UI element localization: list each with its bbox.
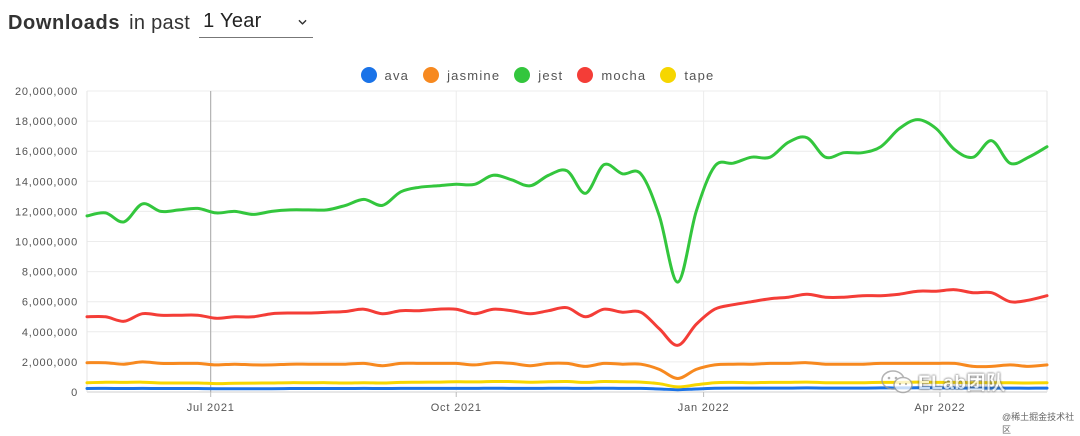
y-tick-label: 12,000,000 (15, 206, 78, 218)
y-tick-label: 0 (71, 387, 78, 399)
legend-item-jasmine[interactable]: jasmine (423, 67, 500, 83)
series-line-jasmine[interactable] (85, 360, 1049, 380)
series-line-mocha[interactable] (85, 288, 1049, 347)
x-tick-label: Apr 2022 (914, 402, 965, 414)
legend-label-tape: tape (684, 67, 715, 83)
y-tick-label: 18,000,000 (15, 116, 78, 128)
legend-item-mocha[interactable]: mocha (577, 67, 646, 83)
x-tick-label: Jan 2022 (678, 402, 730, 414)
legend-swatch-jest (514, 67, 531, 83)
time-range-select[interactable]: 1 Year (199, 9, 314, 38)
series-line-tape[interactable] (85, 379, 1049, 389)
y-tick-label: 14,000,000 (15, 176, 78, 188)
y-tick-label: 10,000,000 (15, 237, 78, 249)
watermark: ELab团队 (880, 368, 1005, 395)
y-tick-label: 2,000,000 (22, 357, 78, 369)
series-line-jest[interactable] (85, 118, 1049, 284)
legend-label-jest: jest (538, 67, 564, 83)
y-tick-label: 4,000,000 (22, 327, 78, 339)
legend-item-ava[interactable]: ava (360, 67, 410, 83)
x-tick-label: Jul 2021 (187, 402, 235, 414)
wechat-icon (881, 369, 913, 393)
watermark-site: @稀土掘金技术社区 (1002, 412, 1075, 435)
legend-item-tape[interactable]: tape (660, 67, 714, 83)
legend-label-ava: ava (384, 67, 410, 83)
chart-legend: ava jasmine jest mocha tape (0, 67, 1080, 83)
y-tick-label: 8,000,000 (22, 267, 78, 279)
y-tick-label: 20,000,000 (15, 86, 78, 98)
series-line-ava[interactable] (85, 386, 1049, 392)
legend-swatch-ava (360, 67, 377, 83)
y-tick-label: 6,000,000 (22, 297, 78, 309)
legend-label-jasmine: jasmine (447, 67, 501, 83)
downloads-header: Downloads in past 1 Year (8, 6, 314, 40)
header-title: Downloads (8, 11, 121, 34)
watermark-text: ELab团队 (918, 373, 1006, 394)
legend-swatch-jasmine (423, 67, 440, 83)
legend-label-mocha: mocha (601, 67, 647, 83)
y-tick-label: 16,000,000 (15, 146, 78, 158)
chevron-down-icon (298, 19, 307, 25)
x-tick-label: Oct 2021 (431, 402, 482, 414)
legend-swatch-mocha (577, 67, 594, 83)
time-range-value: 1 Year (203, 9, 262, 32)
header-subtitle: in past (129, 11, 191, 34)
legend-swatch-tape (660, 67, 677, 83)
legend-item-jest[interactable]: jest (514, 67, 563, 83)
